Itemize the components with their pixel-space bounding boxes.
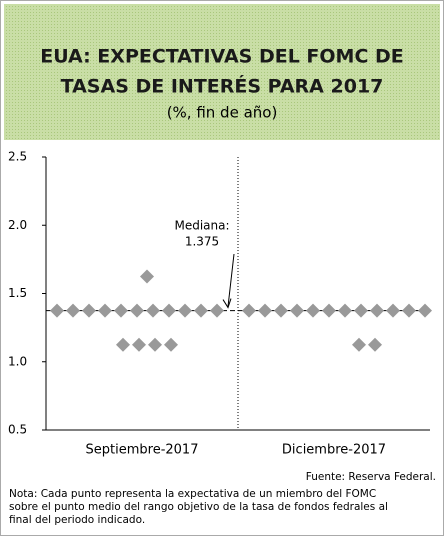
note: Nota: Cada punto representa la expectati…: [9, 488, 376, 500]
chart-title: EUA: EXPECTATIVAS DEL FOMC DE: [40, 46, 404, 68]
dot: [354, 303, 368, 318]
y-tick-label: 2.5: [8, 150, 27, 164]
dot: [370, 303, 384, 318]
dot: [418, 303, 432, 318]
dot: [290, 303, 304, 318]
source: Fuente: Reserva Federal.: [306, 471, 436, 483]
y-tick-label: 1.5: [8, 286, 27, 300]
dot: [194, 303, 208, 318]
dot: [132, 337, 146, 352]
dot: [352, 337, 366, 352]
note: final del periodo indicado.: [9, 514, 145, 526]
dot: [306, 303, 320, 318]
dot: [322, 303, 336, 318]
dot: [178, 303, 192, 318]
dot: [114, 303, 128, 318]
dot: [338, 303, 352, 318]
y-tick-label: 2.0: [8, 218, 27, 232]
annotation-arrow: [227, 253, 235, 307]
chart-title: TASAS DE INTERÉS PARA 2017: [61, 75, 384, 98]
dot: [210, 303, 224, 318]
annotation-arrowhead: [222, 298, 232, 309]
y-tick-label: 1.0: [8, 354, 27, 368]
annotation: Mediana:: [174, 219, 229, 233]
dot: [368, 337, 382, 352]
dot: [140, 269, 154, 284]
x-tick-label: Septiembre-2017: [86, 443, 199, 458]
dot: [162, 303, 176, 318]
dot: [164, 337, 178, 352]
note: sobre el punto medio del rango objetivo …: [9, 501, 388, 513]
subtitle: (%, fin de año): [167, 104, 278, 122]
dot: [130, 303, 144, 318]
title-panel: [4, 4, 440, 140]
y-tick-label: 0.5: [8, 423, 27, 437]
dot: [98, 303, 112, 318]
dot: [82, 303, 96, 318]
dot: [258, 303, 272, 318]
dot: [116, 337, 130, 352]
dot: [146, 303, 160, 318]
dot: [386, 303, 400, 318]
dot: [274, 303, 288, 318]
dot: [66, 303, 80, 318]
annotation: 1.375: [185, 235, 219, 249]
dot: [50, 303, 64, 318]
x-tick-label: Diciembre-2017: [282, 443, 386, 458]
dot: [148, 337, 162, 352]
dot: [242, 303, 256, 318]
dot: [402, 303, 416, 318]
